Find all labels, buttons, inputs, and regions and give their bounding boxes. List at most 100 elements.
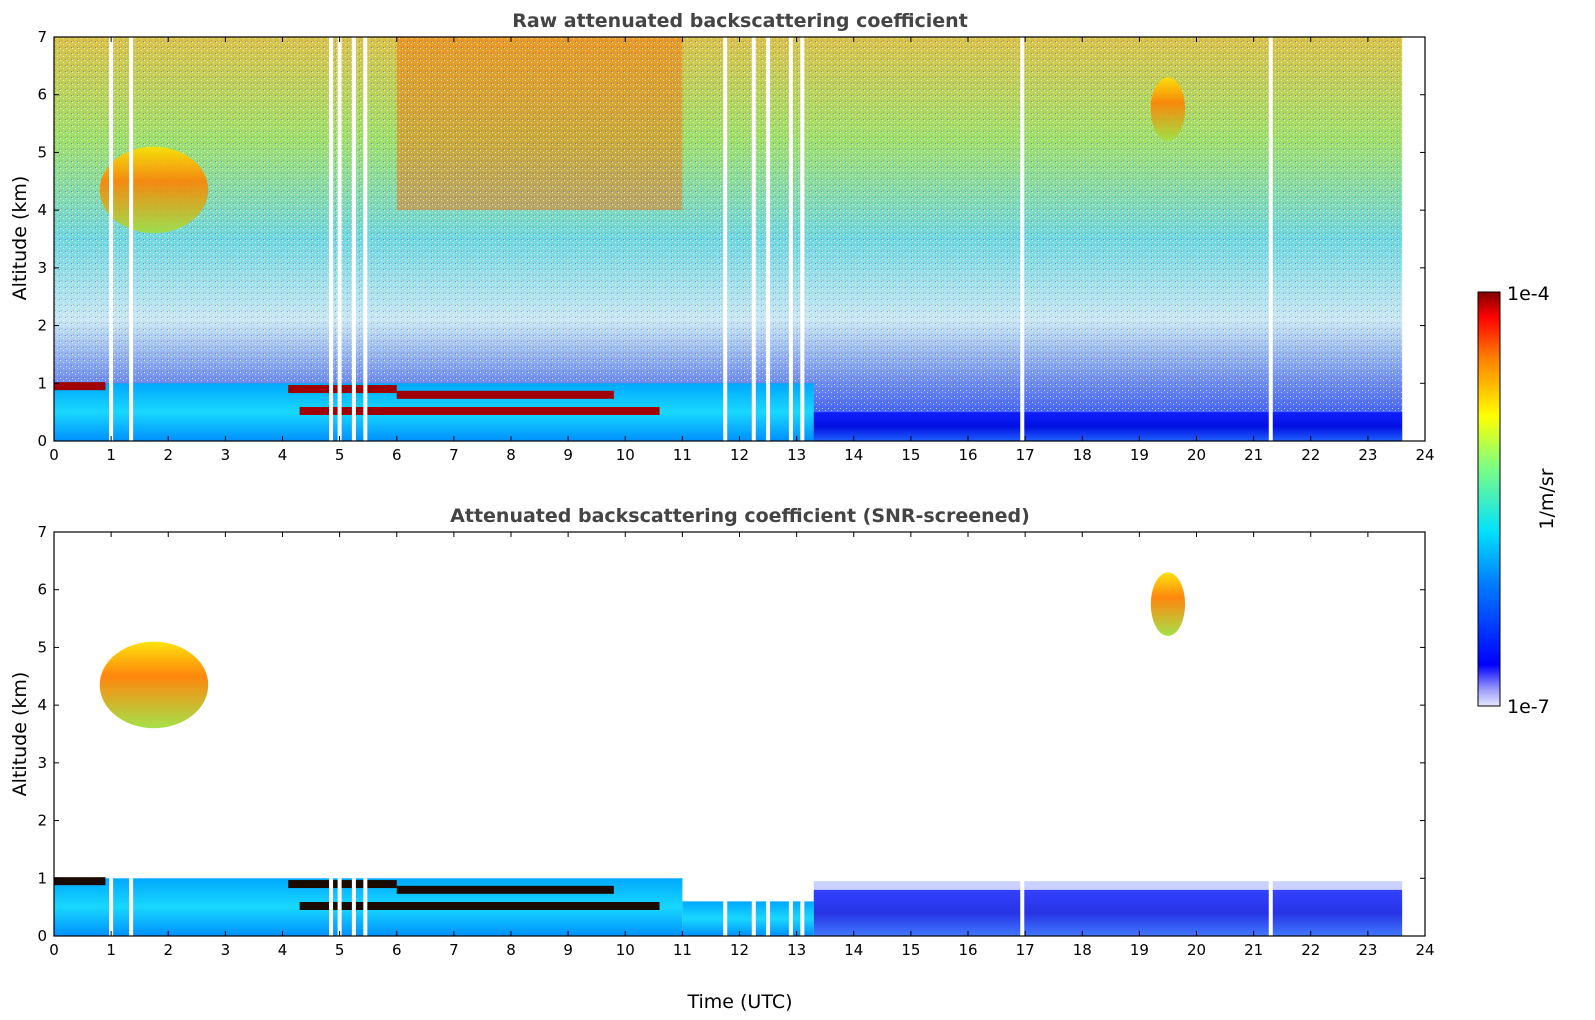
screened-data-gap-7 <box>751 878 756 936</box>
x-tick-label: 19 <box>1130 446 1149 464</box>
x-tick-label: 5 <box>335 446 345 464</box>
x-tick-label: 22 <box>1301 446 1320 464</box>
x-tick-label: 0 <box>49 446 59 464</box>
raw-backscatter-panel: Raw attenuated backscattering coefficien… <box>9 10 1435 464</box>
x-tick-label: 2 <box>163 941 173 959</box>
raw-high-cloud-1 <box>1150 77 1186 141</box>
screened-low-cloud-1 <box>288 880 397 889</box>
y-tick-label: 4 <box>37 201 47 219</box>
x-tick-label: 0 <box>49 941 59 959</box>
screened-data-gap-9 <box>788 878 793 936</box>
x-tick-label: 12 <box>730 446 749 464</box>
screened-data-gap-10 <box>800 878 805 936</box>
colorbar: 1e-4 1e-7 1/m/sr <box>1477 283 1558 718</box>
x-tick-label: 2 <box>163 446 173 464</box>
raw-data-gap-2 <box>329 37 334 441</box>
x-tick-label: 12 <box>730 941 749 959</box>
raw-low-cloud-3 <box>299 406 660 415</box>
plot-frame <box>53 531 1426 937</box>
x-tick-label: 17 <box>1016 941 1035 959</box>
screened-data-gap-4 <box>351 878 356 936</box>
raw-data-gap-12 <box>1268 37 1273 441</box>
y-tick-label: 7 <box>37 523 47 541</box>
x-tick-label: 9 <box>563 941 573 959</box>
raw-data-gap-11 <box>1020 37 1025 441</box>
screened-low-cloud-3 <box>299 901 660 910</box>
screened-data-gap-3 <box>337 878 342 936</box>
x-tick-label: 19 <box>1130 941 1149 959</box>
raw-high-cloud-0 <box>99 146 209 234</box>
x-tick-label: 18 <box>1073 446 1092 464</box>
x-tick-label: 23 <box>1358 446 1377 464</box>
x-tick-label: 10 <box>616 446 635 464</box>
x-tick-label: 23 <box>1358 941 1377 959</box>
x-tick-label: 9 <box>563 446 573 464</box>
screened-low-cloud-2 <box>396 885 614 894</box>
x-tick-label: 7 <box>449 941 459 959</box>
raw-data-gap-3 <box>337 37 342 441</box>
y-tick-label: 2 <box>37 317 47 335</box>
x-tick-label: 5 <box>335 941 345 959</box>
raw-data-gap-5 <box>363 37 368 441</box>
y-tick-label: 3 <box>37 754 47 772</box>
x-tick-label: 20 <box>1187 446 1206 464</box>
raw-data-gap-1 <box>129 37 134 441</box>
screened-data-gap-6 <box>723 878 728 936</box>
x-tick-label: 6 <box>392 446 402 464</box>
y-tick-label: 6 <box>37 581 47 599</box>
x-tick-label: 11 <box>673 446 692 464</box>
screened-data-gap-0 <box>109 878 114 936</box>
panel2-title: Attenuated backscattering coefficient (S… <box>450 505 1030 527</box>
screened-night-layer <box>813 889 1403 936</box>
y-tick-label: 6 <box>37 86 47 104</box>
x-tick-label: 20 <box>1187 941 1206 959</box>
y-tick-label: 7 <box>37 28 47 46</box>
y-tick-label: 0 <box>37 432 47 450</box>
raw-low-cloud-1 <box>288 385 397 394</box>
screened-data-gap-1 <box>129 878 134 936</box>
x-tick-label: 24 <box>1415 446 1434 464</box>
x-tick-label: 7 <box>449 446 459 464</box>
x-tick-label: 1 <box>106 941 116 959</box>
raw-data-gap-10 <box>800 37 805 441</box>
y-tick-label: 1 <box>37 869 47 887</box>
raw-data-gap-9 <box>788 37 793 441</box>
colorbar-gradient <box>1477 291 1501 707</box>
screened-data-gap-12 <box>1268 878 1273 936</box>
x-tick-label: 3 <box>221 941 231 959</box>
y-tick-label: 5 <box>37 638 47 656</box>
x-tick-label: 3 <box>221 446 231 464</box>
screened-data-gap-5 <box>363 878 368 936</box>
x-tick-label: 14 <box>844 446 863 464</box>
screened-backscatter-panel: Attenuated backscattering coefficient (S… <box>9 505 1435 1013</box>
x-tick-label: 6 <box>392 941 402 959</box>
y-tick-label: 2 <box>37 812 47 830</box>
y-tick-label: 5 <box>37 143 47 161</box>
raw-night-boundary-layer <box>813 412 1403 441</box>
panel2-ylabel: Altitude (km) <box>9 672 31 797</box>
x-tick-label: 24 <box>1415 941 1434 959</box>
raw-low-cloud-2 <box>396 390 614 399</box>
colorbar-units-label: 1/m/sr <box>1536 468 1558 529</box>
x-tick-label: 16 <box>958 446 977 464</box>
screened-backscatter-heatmap <box>54 572 1403 936</box>
x-tick-label: 18 <box>1073 941 1092 959</box>
screened-data-gap-2 <box>329 878 334 936</box>
x-tick-label: 11 <box>673 941 692 959</box>
x-tick-label: 16 <box>958 941 977 959</box>
x-tick-label: 17 <box>1016 446 1035 464</box>
raw-data-gap-8 <box>766 37 771 441</box>
screened-midday-layer <box>682 901 814 936</box>
x-tick-label: 13 <box>787 446 806 464</box>
y-tick-label: 4 <box>37 696 47 714</box>
x-tick-label: 4 <box>278 446 288 464</box>
raw-data-gap-6 <box>723 37 728 441</box>
x-tick-label: 13 <box>787 941 806 959</box>
x-tick-label: 8 <box>506 941 516 959</box>
x-tick-label: 1 <box>106 446 116 464</box>
x-tick-label: 15 <box>901 941 920 959</box>
y-tick-label: 1 <box>37 374 47 392</box>
colorbar-min-label: 1e-7 <box>1507 696 1550 718</box>
raw-data-gap-0 <box>109 37 114 441</box>
